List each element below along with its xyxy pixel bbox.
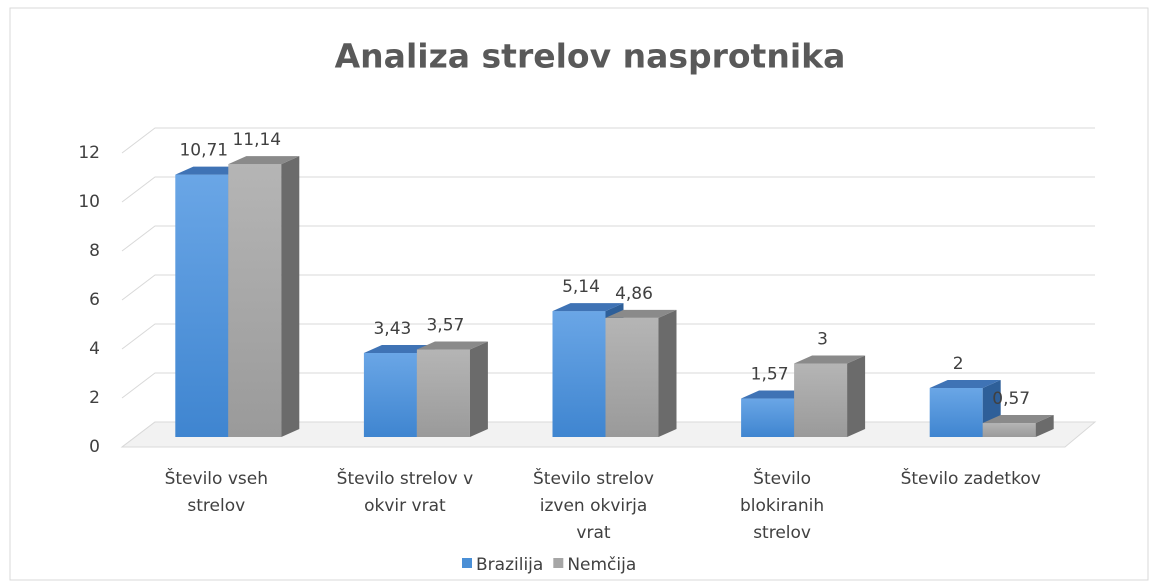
x-tick-line: Število vseh — [165, 467, 268, 489]
y-tick-label: 10 — [78, 192, 100, 212]
bar — [929, 380, 1001, 437]
x-tick-line: Število — [753, 467, 811, 489]
data-label: 5,14 — [562, 277, 600, 297]
x-tick-label: Število strelov v okvir vrat — [337, 467, 473, 516]
bar-front — [605, 317, 659, 437]
grid-line — [121, 225, 1095, 252]
legend-swatch — [462, 558, 472, 568]
bar-side — [281, 156, 300, 437]
bar-front — [982, 423, 1036, 437]
grid-line — [121, 323, 1095, 350]
bar-front — [741, 398, 795, 437]
bar-front — [794, 363, 848, 437]
x-tick-line: izven okvirja — [540, 496, 648, 516]
data-label: 0,57 — [992, 389, 1030, 409]
grid-line — [121, 176, 1095, 203]
bar-front — [929, 388, 983, 437]
bar-side — [658, 309, 677, 437]
bar-top — [552, 303, 624, 312]
y-tick-label: 4 — [89, 339, 100, 359]
bar-top — [982, 415, 1054, 424]
y-tick-label: 0 — [89, 437, 100, 457]
bar-side — [469, 341, 488, 437]
bar — [982, 415, 1054, 437]
x-tick-line: strelov — [187, 496, 245, 516]
bar-top — [794, 355, 866, 364]
data-label: 3,57 — [426, 316, 464, 336]
bar-front — [175, 174, 229, 438]
x-tick-line: strelov — [753, 523, 811, 543]
grid-line — [121, 127, 1095, 154]
bar-front — [416, 349, 470, 437]
legend-label: Nemčija — [567, 555, 636, 575]
x-tick-label: Število strelov izven okvirja vrat — [533, 467, 654, 543]
x-tick-line: Število strelov v — [337, 467, 473, 489]
bar-front — [552, 311, 606, 437]
y-tick-label: 2 — [89, 388, 100, 408]
x-tick-line: okvir vrat — [364, 496, 446, 516]
x-tick-label: Število blokiranih strelov — [740, 467, 824, 543]
x-tick-line: vrat — [576, 523, 610, 543]
x-tick-label: Število zadetkov — [901, 467, 1041, 489]
legend-label: Brazilija — [476, 555, 543, 575]
x-tick-line: Število zadetkov — [901, 467, 1041, 489]
bar — [416, 341, 488, 437]
x-tick-line: blokiranih — [740, 496, 824, 516]
bar-top — [929, 380, 1001, 388]
data-label: 2 — [953, 354, 964, 374]
data-label: 10,71 — [179, 141, 228, 161]
bar-top — [416, 341, 488, 350]
y-tick-label: 8 — [89, 241, 100, 261]
chart-title: Analiza strelov nasprotnika — [335, 37, 846, 76]
bar-top — [605, 309, 677, 318]
data-label: 3,43 — [373, 319, 411, 339]
grid-line — [121, 274, 1095, 301]
bar-front — [363, 352, 417, 437]
y-tick-label: 6 — [89, 290, 100, 310]
bar-side — [847, 355, 866, 437]
data-label: 1,57 — [751, 365, 789, 385]
bar-front — [228, 164, 282, 437]
x-tick-label: Število vseh strelov — [165, 467, 268, 516]
grid-line — [121, 372, 1095, 399]
data-label: 4,86 — [615, 284, 653, 304]
x-tick-line: Število strelov — [533, 467, 654, 489]
y-tick-label: 12 — [78, 143, 100, 163]
data-label: 11,14 — [232, 130, 281, 150]
legend-swatch — [553, 558, 564, 568]
bar-side — [1035, 415, 1054, 437]
bar-top — [228, 156, 300, 165]
bar — [228, 156, 300, 437]
bar — [605, 309, 677, 437]
bar — [794, 355, 866, 437]
data-label: 3 — [817, 330, 828, 350]
